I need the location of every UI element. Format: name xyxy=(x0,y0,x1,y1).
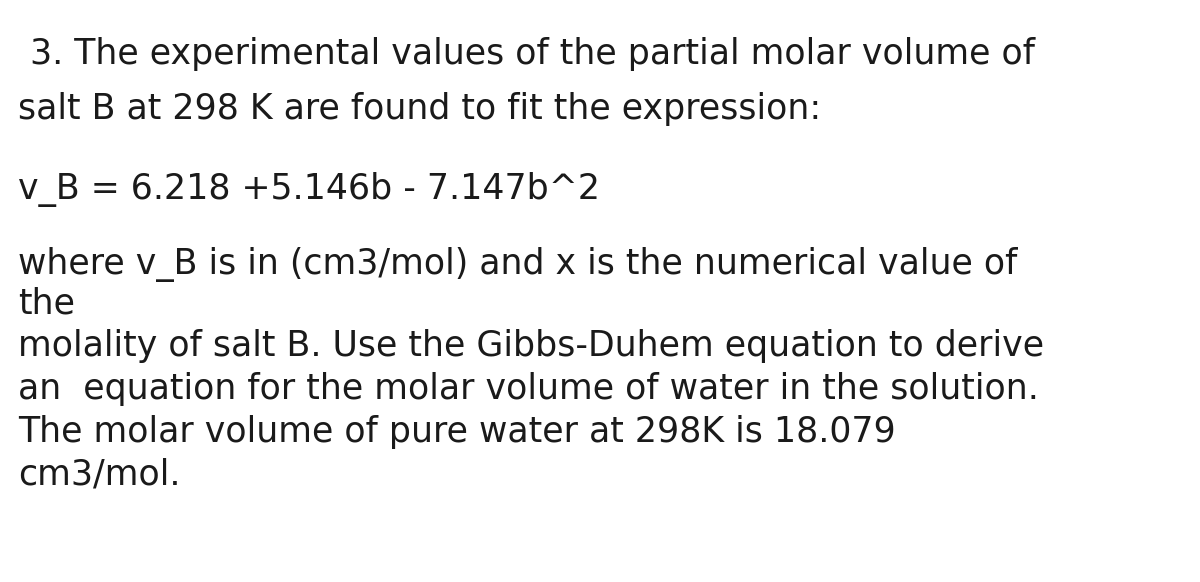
Text: 3. The experimental values of the partial molar volume of: 3. The experimental values of the partia… xyxy=(30,37,1034,71)
Text: The molar volume of pure water at 298K is 18.079: The molar volume of pure water at 298K i… xyxy=(18,415,895,449)
Text: v_B = 6.218 +5.146b - 7.147b^2: v_B = 6.218 +5.146b - 7.147b^2 xyxy=(18,172,600,207)
Text: an  equation for the molar volume of water in the solution.: an equation for the molar volume of wate… xyxy=(18,372,1039,406)
Text: the: the xyxy=(18,287,74,321)
Text: cm3/mol.: cm3/mol. xyxy=(18,458,180,492)
Text: molality of salt B. Use the Gibbs-Duhem equation to derive: molality of salt B. Use the Gibbs-Duhem … xyxy=(18,329,1044,363)
Text: where v_B is in (cm3/mol) and x is the numerical value of: where v_B is in (cm3/mol) and x is the n… xyxy=(18,247,1018,282)
Text: salt B at 298 K are found to fit the expression:: salt B at 298 K are found to fit the exp… xyxy=(18,92,821,126)
